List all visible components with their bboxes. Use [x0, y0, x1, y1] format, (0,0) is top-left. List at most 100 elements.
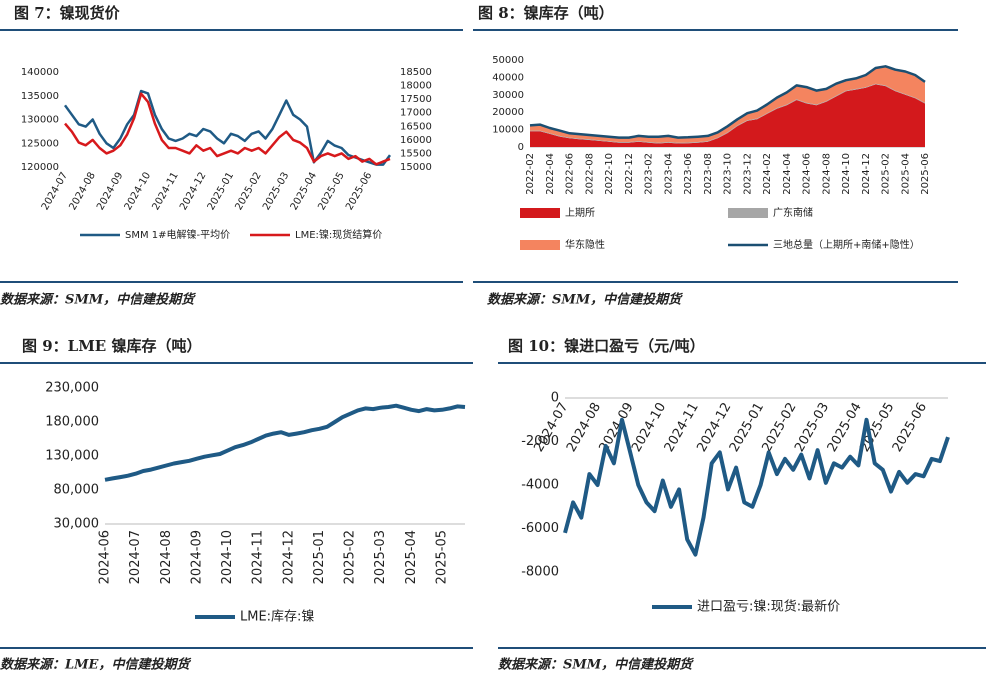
x-tick-label: 2024-10 [123, 171, 153, 213]
legend-label: LME:库存:镍 [240, 609, 314, 625]
legend-swatch [520, 208, 560, 218]
x-tick-label: 2025-03 [373, 530, 388, 584]
x-tick-label: 2025-06 [920, 153, 931, 195]
y-tick-label: 80,000 [54, 483, 100, 498]
y-tick-label: -2000 [521, 434, 559, 449]
x-tick-label: 2024-06 [98, 530, 113, 584]
source-note: 数据来源：SMM，中信建投期货 [498, 657, 694, 673]
y2-tick-label: 16500 [400, 121, 432, 132]
x-tick-label: 2025-01 [206, 171, 236, 213]
legend-label: 华东隐性 [565, 238, 605, 251]
y-tick-label: -8000 [521, 565, 559, 580]
series-line [63, 89, 392, 166]
series-line [563, 417, 950, 557]
x-tick-label: 2023-02 [644, 153, 655, 195]
x-tick-label: 2024-08 [821, 153, 832, 195]
series-line [529, 65, 926, 139]
legend-swatch [728, 208, 768, 218]
x-tick-label: 2024-08 [159, 530, 174, 584]
legend-swatch [520, 240, 560, 250]
x-tick-label: 2025-04 [900, 153, 911, 195]
legend-label: SMM 1#电解镍-平均价 [125, 228, 230, 241]
y2-tick-label: 15500 [400, 148, 432, 159]
x-tick-label: 2023-08 [703, 153, 714, 195]
chart-title: 图 7：镍现货价 [14, 4, 121, 22]
y-tick-label: 0 [518, 142, 524, 153]
legend-label: LME:镍:现货结算价 [295, 228, 382, 241]
x-tick-label: 2023-06 [683, 153, 694, 195]
y-tick-label: 30000 [492, 90, 524, 101]
y2-tick-label: 17000 [400, 108, 432, 119]
y-tick-label: 140000 [21, 67, 59, 78]
x-tick-label: 2023-10 [723, 153, 734, 195]
x-tick-label: 2023-12 [742, 153, 753, 195]
x-tick-label: 2024-07 [40, 171, 70, 213]
x-tick-label: 2024-11 [251, 530, 266, 584]
x-tick-label: 2022-02 [525, 153, 536, 195]
y-tick-label: -4000 [521, 478, 559, 493]
x-tick-label: 2024-09 [95, 171, 125, 213]
legend-label: 广东南储 [773, 206, 813, 219]
x-tick-label: 2025-01 [312, 530, 327, 584]
chart-title: 图 10：镍进口盈亏（元/吨） [508, 337, 705, 355]
x-tick-label: 2022-08 [584, 153, 595, 195]
y2-tick-label: 18500 [400, 67, 432, 78]
source-note: 数据来源：LME，中信建投期货 [0, 657, 191, 673]
x-tick-label: 2022-12 [624, 153, 635, 195]
x-tick-label: 2024-11 [150, 171, 180, 213]
y2-tick-label: 18000 [400, 81, 432, 92]
x-tick-label: 2024-06 [802, 153, 813, 195]
x-tick-label: 2025-04 [289, 171, 319, 213]
y-tick-label: 230,000 [45, 381, 99, 396]
y-tick-label: 130,000 [45, 449, 99, 464]
legend-label: 三地总量（上期所+南储+隐性） [773, 238, 920, 251]
x-tick-label: 2024-07 [128, 530, 143, 584]
legend-label: 上期所 [565, 207, 595, 219]
x-tick-label: 2024-09 [189, 530, 204, 584]
chart-title: 图 8：镍库存（吨） [478, 4, 614, 22]
y-tick-label: 30,000 [54, 517, 100, 532]
x-tick-label: 2023-04 [663, 153, 674, 195]
x-tick-label: 2022-04 [545, 153, 556, 195]
x-tick-label: 2024-12 [861, 153, 872, 195]
x-tick-label: 2024-08 [67, 171, 97, 213]
x-tick-label: 2022-10 [604, 153, 615, 195]
y-tick-label: 20000 [492, 107, 524, 118]
x-tick-label: 2025-02 [881, 153, 892, 195]
y2-tick-label: 17500 [400, 94, 432, 105]
legend-label: 进口盈亏:镍:现货:最新价 [697, 599, 840, 615]
y-tick-label: -6000 [521, 521, 559, 536]
series-line [104, 403, 466, 482]
y-tick-label: 10000 [492, 125, 524, 136]
y-tick-label: 135000 [21, 91, 59, 102]
x-tick-label: 2024-12 [178, 171, 208, 213]
series-line [64, 92, 391, 166]
y-tick-label: 40000 [492, 72, 524, 83]
x-tick-label: 2025-02 [343, 530, 358, 584]
x-tick-label: 2024-04 [782, 153, 793, 195]
y-tick-label: 180,000 [45, 415, 99, 430]
y-tick-label: 130000 [21, 115, 59, 126]
x-tick-label: 2025-04 [404, 530, 419, 584]
y-tick-label: 125000 [21, 138, 59, 149]
x-tick-label: 2024-10 [841, 153, 852, 195]
source-note: 数据来源：SMM，中信建投期货 [0, 292, 196, 308]
x-tick-label: 2024-12 [281, 530, 296, 584]
source-note: 数据来源：SMM，中信建投期货 [487, 292, 683, 308]
x-tick-label: 2025-05 [435, 530, 450, 584]
x-tick-label: 2025-02 [233, 171, 263, 213]
x-tick-label: 2025-05 [316, 171, 346, 213]
stacked-area [530, 84, 925, 147]
x-tick-label: 2022-06 [565, 153, 576, 195]
y-tick-label: 120000 [21, 162, 59, 173]
y-tick-label: 50000 [492, 55, 524, 66]
y2-tick-label: 15000 [400, 162, 432, 173]
chart-title: 图 9：LME 镍库存（吨） [22, 337, 201, 355]
x-tick-label: 2025-06 [344, 171, 374, 213]
y-tick-label: 0 [551, 391, 559, 406]
x-tick-label: 2024-10 [220, 530, 235, 584]
x-tick-label: 2024-02 [762, 153, 773, 195]
y2-tick-label: 16000 [400, 135, 432, 146]
x-tick-label: 2025-03 [261, 171, 291, 213]
